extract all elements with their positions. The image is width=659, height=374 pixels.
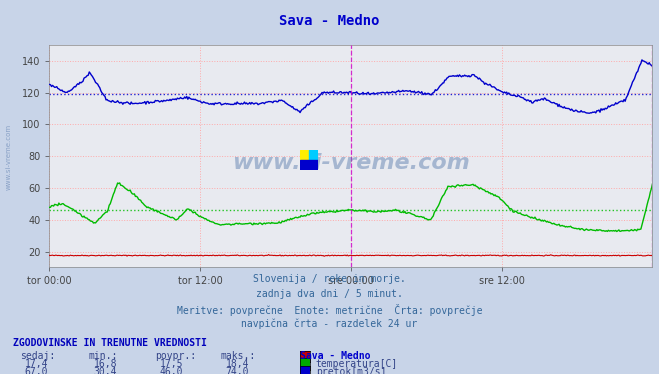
Text: Sava - Medno: Sava - Medno <box>279 14 380 28</box>
Text: maks.:: maks.: <box>221 351 256 361</box>
Text: 46,0: 46,0 <box>159 367 183 374</box>
Text: 30,4: 30,4 <box>94 367 117 374</box>
Bar <box>300 160 318 170</box>
Text: sedaj:: sedaj: <box>20 351 55 361</box>
Text: Sava - Medno: Sava - Medno <box>300 351 370 361</box>
Bar <box>309 150 318 160</box>
Text: pretok[m3/s]: pretok[m3/s] <box>316 367 386 374</box>
Text: zadnja dva dni / 5 minut.: zadnja dva dni / 5 minut. <box>256 289 403 299</box>
Text: 67,0: 67,0 <box>24 367 48 374</box>
Text: 74,0: 74,0 <box>225 367 249 374</box>
Text: 17,5: 17,5 <box>159 359 183 369</box>
Text: 18,4: 18,4 <box>225 359 249 369</box>
Bar <box>300 150 309 160</box>
Text: min.:: min.: <box>89 351 119 361</box>
Text: temperatura[C]: temperatura[C] <box>316 359 398 369</box>
Text: ZGODOVINSKE IN TRENUTNE VREDNOSTI: ZGODOVINSKE IN TRENUTNE VREDNOSTI <box>13 338 207 349</box>
Text: 16,8: 16,8 <box>94 359 117 369</box>
Text: Meritve: povprečne  Enote: metrične  Črta: povprečje: Meritve: povprečne Enote: metrične Črta:… <box>177 304 482 316</box>
Text: Slovenija / reke in morje.: Slovenija / reke in morje. <box>253 274 406 284</box>
Text: www.si-vreme.com: www.si-vreme.com <box>5 124 11 190</box>
Text: www.si-vreme.com: www.si-vreme.com <box>232 153 470 173</box>
Text: navpična črta - razdelek 24 ur: navpična črta - razdelek 24 ur <box>241 319 418 329</box>
Text: 17,4: 17,4 <box>24 359 48 369</box>
Text: povpr.:: povpr.: <box>155 351 196 361</box>
